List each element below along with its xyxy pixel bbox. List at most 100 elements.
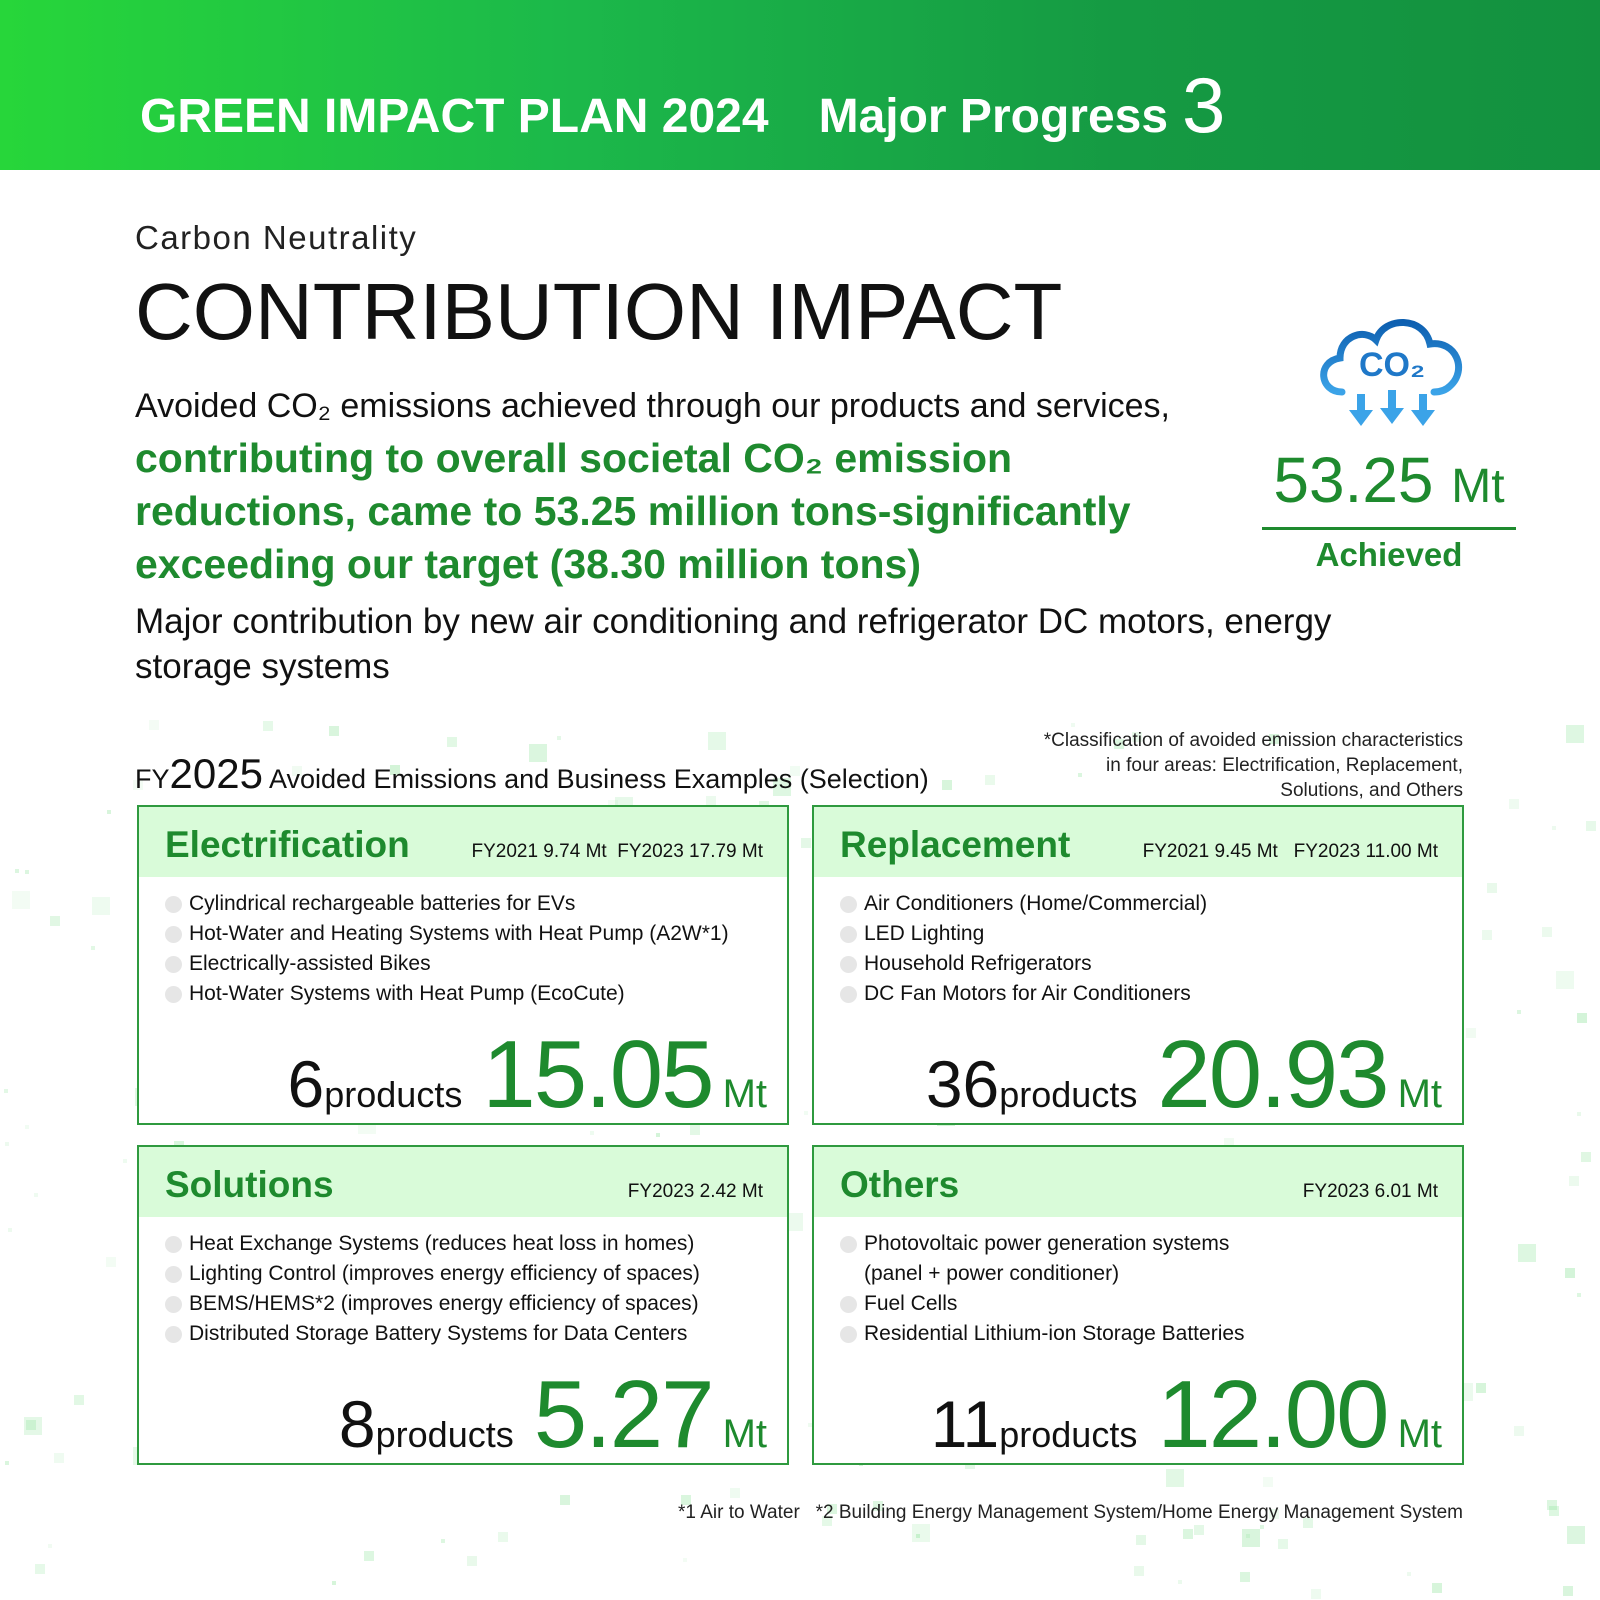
list-item: Air Conditioners (Home/Commercial) <box>840 889 1462 919</box>
header-banner: GREEN IMPACT PLAN 2024 Major Progress 3 <box>0 0 1600 170</box>
classification-note: *Classification of avoided emission char… <box>1043 730 1463 801</box>
product-list: Photovoltaic power generation systems (pa… <box>814 1217 1462 1349</box>
dot <box>1166 1469 1184 1487</box>
products-label: products <box>324 1074 463 1115</box>
footnote: *1 Air to Water *2 Building Energy Manag… <box>678 1502 1463 1523</box>
dot <box>1517 1010 1521 1014</box>
dot <box>1178 1580 1182 1584</box>
dot <box>1134 1566 1144 1576</box>
dot <box>364 1551 374 1561</box>
dot <box>1577 1112 1581 1116</box>
dot <box>1242 1529 1260 1547</box>
avoided-value: 15.05 <box>482 1021 714 1128</box>
dot <box>50 916 60 926</box>
products-label: products <box>999 1074 1138 1115</box>
card-history: FY2023 6.01 Mt <box>1302 1181 1438 1202</box>
dot <box>1565 1268 1575 1278</box>
list-item: (panel + power conditioner) <box>864 1262 1120 1285</box>
dot <box>467 1556 477 1566</box>
dot <box>942 780 952 790</box>
dot <box>4 1089 8 1093</box>
section-title: FY2025 Avoided Emissions and Business Ex… <box>135 750 929 797</box>
highlight-text: contributing to overall societal CO₂ emi… <box>135 435 1131 587</box>
product-count: 8 <box>338 1387 376 1461</box>
dot <box>24 1417 42 1435</box>
achieved-badge: CO₂ 53.25 Mt Achieved <box>1262 310 1516 574</box>
dot <box>1260 1525 1264 1529</box>
dot <box>1586 821 1596 831</box>
card-replacement: Replacement FY2021 9.45 Mt FY2023 11.00 M… <box>812 805 1464 1125</box>
dot <box>1542 927 1552 937</box>
card-title: Others <box>840 1164 960 1205</box>
dot <box>1518 1244 1536 1262</box>
product-list: Heat Exchange Systems (reduces heat loss… <box>139 1217 787 1349</box>
dot <box>1183 1529 1193 1539</box>
avoided-value: 12.00 <box>1157 1361 1389 1468</box>
product-count: 11 <box>930 1387 1000 1461</box>
dot <box>1263 1477 1273 1487</box>
card-history: FY2021 9.45 Mt FY2023 11.00 Mt <box>1142 841 1438 862</box>
card-total: 36products 20.93 Mt <box>814 1027 1462 1123</box>
card-solutions: Solutions FY2023 2.42 Mt Heat Exchange Sy… <box>137 1145 789 1465</box>
dot <box>12 891 30 909</box>
unit: Mt <box>722 1072 767 1116</box>
dot <box>804 1111 808 1115</box>
list-item: Fuel Cells <box>840 1289 1462 1319</box>
list-item: Hot-Water Systems with Heat Pump (EcoCut… <box>165 979 787 1009</box>
plan-title: GREEN IMPACT PLAN 2024 <box>140 90 769 143</box>
dot <box>123 1159 127 1163</box>
cloud-text: CO₂ <box>1359 346 1425 384</box>
dot <box>1581 1152 1591 1162</box>
dot <box>107 810 111 814</box>
dot <box>498 1532 508 1542</box>
dot <box>263 721 273 731</box>
subtitle: Carbon Neutrality <box>135 219 418 256</box>
dot <box>1311 1589 1321 1599</box>
product-count: 36 <box>925 1047 1000 1121</box>
list-item: Residential Lithium-ion Storage Batterie… <box>840 1319 1462 1349</box>
products-label: products <box>375 1414 514 1455</box>
dot <box>8 1228 12 1232</box>
dot <box>35 1564 45 1574</box>
dot <box>91 946 95 950</box>
card-total: 8products 5.27 Mt <box>139 1367 787 1463</box>
dot <box>1556 971 1574 989</box>
list-item: Heat Exchange Systems (reduces heat loss… <box>165 1229 787 1259</box>
card-header: Others FY2023 6.01 Mt <box>814 1147 1462 1217</box>
dot <box>25 1125 29 1129</box>
unit: Mt <box>1397 1412 1442 1456</box>
achieved-value: 53.25 Mt <box>1262 444 1516 530</box>
dot <box>1549 1506 1559 1516</box>
product-list: Air Conditioners (Home/Commercial) LED Li… <box>814 877 1462 1009</box>
dot <box>1566 725 1584 743</box>
dot <box>332 1581 336 1585</box>
dot <box>1476 1383 1486 1393</box>
list-item: BEMS/HEMS*2 (improves energy efficiency … <box>165 1289 787 1319</box>
avoided-value: 20.93 <box>1157 1021 1389 1128</box>
co2-cloud-icon: CO₂ <box>1320 319 1463 426</box>
list-item: Household Refrigerators <box>840 949 1462 979</box>
dot <box>329 726 339 736</box>
dot <box>92 897 110 915</box>
dot <box>1514 1426 1524 1436</box>
list-item: Hot-Water and Heating Systems with Heat … <box>165 919 787 949</box>
list-item: Lighting Control (improves energy effici… <box>165 1259 787 1289</box>
dot <box>1577 1293 1581 1297</box>
dot <box>1482 930 1492 940</box>
dot <box>730 1488 740 1498</box>
dot <box>912 1524 930 1542</box>
lead-text: Avoided CO₂ emissions achieved through o… <box>135 387 1171 425</box>
unit: Mt <box>1397 1072 1442 1116</box>
list-item: LED Lighting <box>840 919 1462 949</box>
dot <box>25 870 29 874</box>
dot <box>1466 1028 1476 1038</box>
dot <box>916 1534 920 1538</box>
dot <box>1563 1586 1573 1596</box>
list-item: Electrically-assisted Bikes <box>165 949 787 979</box>
list-item: Cylindrical rechargeable batteries for E… <box>165 889 787 919</box>
intro-block: Carbon Neutrality CONTRIBUTION IMPACT Av… <box>135 218 1331 689</box>
dot <box>656 1133 660 1137</box>
card-title: Replacement <box>840 824 1071 865</box>
list-item: Distributed Storage Battery Systems for … <box>165 1319 787 1349</box>
products-label: products <box>999 1414 1138 1455</box>
